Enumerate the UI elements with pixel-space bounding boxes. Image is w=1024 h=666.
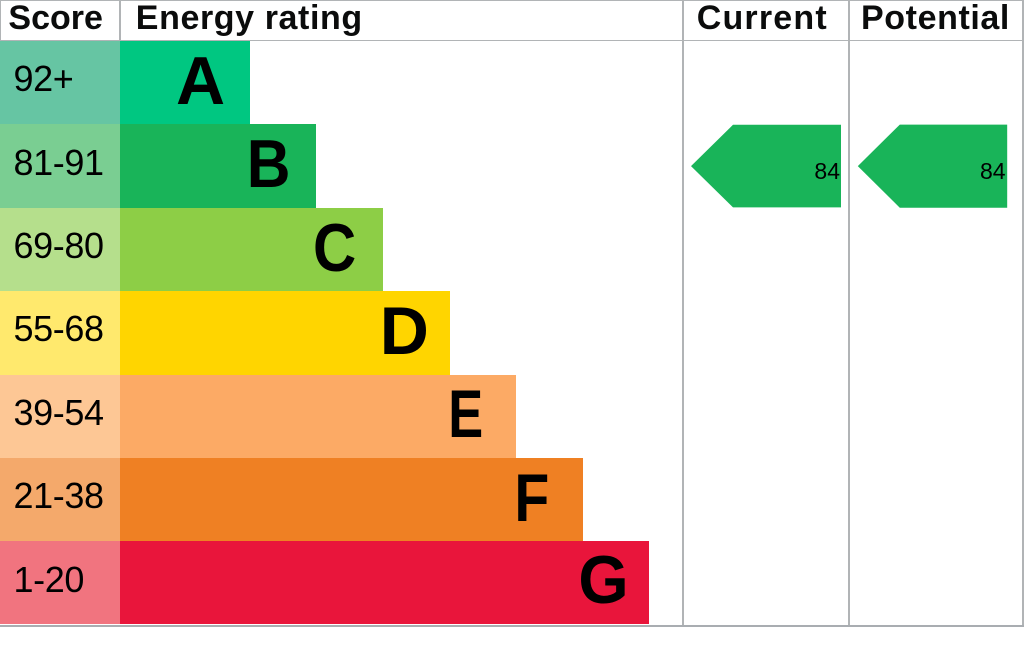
svg-text:84: 84 bbox=[980, 158, 1006, 184]
svg-text:84: 84 bbox=[814, 158, 840, 184]
